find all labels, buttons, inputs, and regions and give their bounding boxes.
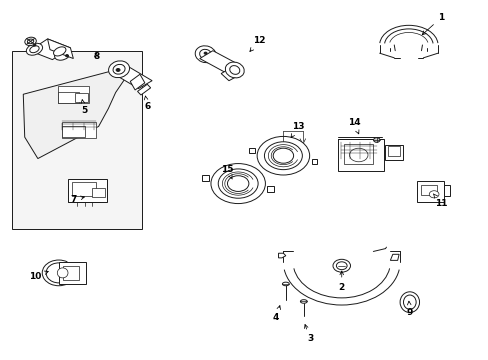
Polygon shape	[113, 66, 152, 89]
Ellipse shape	[227, 176, 248, 192]
Polygon shape	[202, 175, 208, 181]
Bar	[384, 145, 403, 159]
Polygon shape	[130, 74, 144, 90]
Ellipse shape	[336, 262, 346, 270]
Text: 2: 2	[338, 271, 344, 292]
Ellipse shape	[25, 37, 36, 46]
Bar	[58, 93, 79, 103]
Bar	[62, 122, 96, 138]
Bar	[420, 185, 436, 195]
Ellipse shape	[282, 282, 288, 286]
Text: 3: 3	[304, 324, 313, 343]
Ellipse shape	[203, 52, 206, 54]
Ellipse shape	[30, 46, 39, 53]
Ellipse shape	[199, 49, 211, 59]
Text: 13: 13	[290, 122, 304, 138]
Polygon shape	[443, 185, 449, 196]
Text: 6: 6	[144, 96, 150, 111]
Text: 7: 7	[70, 195, 84, 204]
Polygon shape	[30, 39, 70, 60]
Bar	[344, 144, 372, 164]
Bar	[63, 266, 79, 280]
Bar	[61, 126, 85, 138]
Bar	[68, 179, 107, 202]
Bar	[75, 93, 88, 102]
Ellipse shape	[57, 268, 68, 278]
Text: 1: 1	[421, 13, 444, 35]
Text: 15: 15	[221, 165, 233, 179]
Ellipse shape	[399, 292, 419, 312]
Text: 9: 9	[406, 301, 412, 317]
Polygon shape	[267, 186, 274, 192]
Polygon shape	[278, 253, 285, 258]
Text: 4: 4	[272, 306, 280, 322]
Polygon shape	[311, 158, 317, 163]
Bar	[58, 86, 89, 103]
Polygon shape	[200, 51, 239, 73]
Text: 5: 5	[81, 100, 87, 115]
Ellipse shape	[27, 39, 34, 44]
Ellipse shape	[373, 138, 379, 142]
Text: 8: 8	[93, 52, 99, 61]
Ellipse shape	[257, 136, 309, 175]
Bar	[12, 51, 142, 229]
Ellipse shape	[428, 191, 438, 198]
Text: 10: 10	[29, 271, 48, 281]
Polygon shape	[59, 262, 85, 284]
Polygon shape	[137, 84, 150, 95]
Ellipse shape	[116, 68, 120, 71]
Ellipse shape	[273, 148, 293, 163]
Ellipse shape	[26, 43, 42, 55]
Ellipse shape	[195, 46, 216, 63]
Ellipse shape	[218, 169, 258, 198]
Bar	[72, 182, 96, 196]
Text: 11: 11	[432, 194, 447, 208]
Ellipse shape	[403, 295, 415, 309]
Ellipse shape	[108, 61, 129, 78]
Ellipse shape	[225, 62, 244, 78]
Polygon shape	[47, 39, 73, 59]
Bar	[92, 188, 105, 197]
Ellipse shape	[349, 148, 367, 162]
Ellipse shape	[53, 47, 66, 56]
Ellipse shape	[264, 142, 302, 170]
Ellipse shape	[33, 44, 36, 46]
Ellipse shape	[210, 163, 265, 203]
Bar	[337, 139, 384, 171]
Ellipse shape	[300, 300, 306, 303]
Polygon shape	[389, 254, 398, 260]
Ellipse shape	[65, 55, 68, 57]
Ellipse shape	[229, 66, 239, 75]
Ellipse shape	[113, 64, 125, 74]
Text: 14: 14	[347, 118, 360, 134]
Polygon shape	[23, 69, 125, 158]
Ellipse shape	[55, 48, 71, 60]
Ellipse shape	[332, 259, 350, 272]
Text: 12: 12	[249, 36, 265, 51]
Bar	[387, 147, 399, 157]
Polygon shape	[249, 148, 255, 153]
Bar	[416, 181, 443, 202]
Polygon shape	[221, 66, 243, 81]
